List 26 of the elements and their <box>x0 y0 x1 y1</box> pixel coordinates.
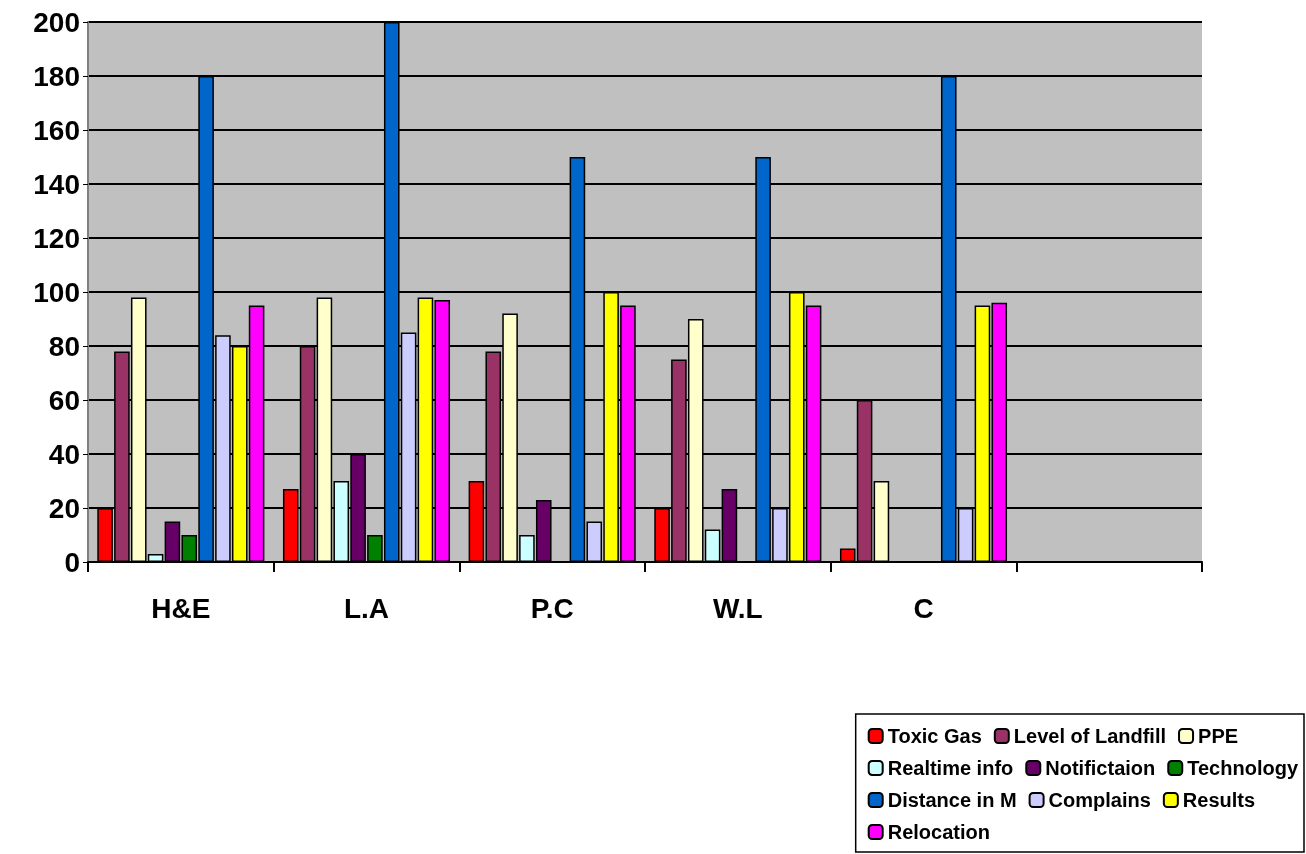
legend-label: Realtime info <box>887 757 1014 779</box>
legend-label: Distance in M <box>887 789 1017 811</box>
y-tick-label: 0 <box>64 546 80 578</box>
x-tick-label: W.L <box>712 592 763 624</box>
y-tick-label: 120 <box>33 222 80 254</box>
y-tick-label: 160 <box>33 114 80 146</box>
y-tick-label: 40 <box>48 438 80 470</box>
legend-label: Relocation <box>887 821 990 843</box>
legend-label: Technology <box>1187 757 1299 779</box>
legend-label: Level of Landfill <box>1013 725 1167 747</box>
x-tick-label: C <box>913 592 934 624</box>
y-tick-label: 100 <box>33 276 80 308</box>
y-tick-label: 200 <box>33 6 80 38</box>
legend-label: Complains <box>1048 789 1151 811</box>
x-tick-label: P.C <box>530 592 574 624</box>
legend-label: PPE <box>1198 725 1239 747</box>
y-tick-label: 20 <box>48 492 80 524</box>
y-tick-label: 140 <box>33 168 80 200</box>
x-tick-label: L.A <box>343 592 390 624</box>
legend-label: Toxic Gas <box>887 725 982 747</box>
legend-label: Results <box>1182 789 1256 811</box>
legend-label: Notifictaion <box>1045 757 1156 779</box>
y-tick-label: 80 <box>48 330 80 362</box>
x-tick-label: H&E <box>151 592 211 624</box>
y-tick-label: 60 <box>48 384 80 416</box>
y-tick-label: 180 <box>33 60 80 92</box>
